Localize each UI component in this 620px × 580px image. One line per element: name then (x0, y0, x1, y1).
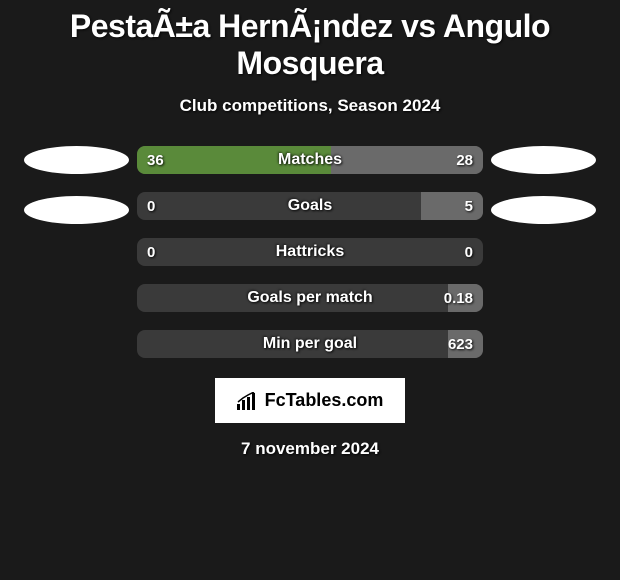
right-oval-column (491, 146, 596, 224)
stat-label: Goals (137, 192, 483, 220)
brand-box: FcTables.com (215, 378, 406, 423)
stat-row: 36Matches28 (137, 146, 483, 174)
stat-value-right: 0 (465, 238, 473, 266)
stat-row: 0Goals5 (137, 192, 483, 220)
subtitle: Club competitions, Season 2024 (180, 96, 441, 116)
stat-value-right: 623 (448, 330, 473, 358)
stat-value-right: 28 (456, 146, 473, 174)
player-left-oval-1 (24, 146, 129, 174)
stat-row: Min per goal623 (137, 330, 483, 358)
stat-row: 0Hattricks0 (137, 238, 483, 266)
stat-label: Goals per match (137, 284, 483, 312)
stat-row: Goals per match0.18 (137, 284, 483, 312)
stats-area: 36Matches280Goals50Hattricks0Goals per m… (0, 146, 620, 358)
player-right-oval-1 (491, 146, 596, 174)
brand-chart-icon (237, 392, 259, 410)
player-right-oval-2 (491, 196, 596, 224)
stat-label: Hattricks (137, 238, 483, 266)
stat-label: Min per goal (137, 330, 483, 358)
left-oval-column (24, 146, 129, 224)
stat-bars: 36Matches280Goals50Hattricks0Goals per m… (137, 146, 483, 358)
stat-value-right: 5 (465, 192, 473, 220)
player-left-oval-2 (24, 196, 129, 224)
stat-value-right: 0.18 (444, 284, 473, 312)
date-text: 7 november 2024 (241, 439, 379, 459)
page-title: PestaÃ±a HernÃ¡ndez vs Angulo Mosquera (0, 8, 620, 82)
brand-text: FcTables.com (265, 390, 384, 411)
stat-label: Matches (137, 146, 483, 174)
